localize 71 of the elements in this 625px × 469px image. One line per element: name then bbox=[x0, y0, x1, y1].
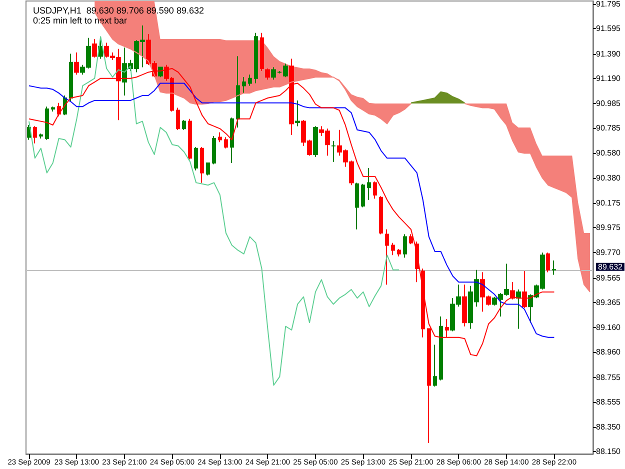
candlestick bbox=[510, 282, 515, 300]
candlestick bbox=[206, 162, 210, 176]
y-tick-label: 89.365 bbox=[596, 298, 622, 307]
candlestick bbox=[421, 268, 425, 338]
candlestick bbox=[242, 76, 246, 94]
candlestick bbox=[403, 234, 407, 258]
candlestick bbox=[92, 38, 97, 58]
y-tick-label: 88.755 bbox=[596, 372, 622, 382]
candlestick bbox=[516, 288, 521, 330]
y-tick-label: 89.975 bbox=[596, 223, 622, 232]
text: USDJPY,H1 89.630 89.706 89.590 89.632 bbox=[33, 6, 204, 16]
candlestick bbox=[522, 270, 527, 308]
y-tick-label: 90.380 bbox=[596, 173, 622, 182]
candlestick bbox=[313, 126, 318, 158]
candlestick bbox=[391, 242, 395, 256]
y-tick-label: 88.150 bbox=[596, 447, 622, 456]
candlestick bbox=[27, 124, 31, 140]
candlestick bbox=[236, 56, 240, 128]
candlestick bbox=[379, 196, 383, 235]
candlestick bbox=[433, 344, 437, 387]
y-tick-label: 90.175 bbox=[596, 198, 622, 208]
candlestick bbox=[355, 182, 359, 230]
y-tick-label: 88.350 bbox=[596, 422, 622, 432]
candlestick bbox=[200, 146, 204, 184]
candlestick bbox=[182, 120, 186, 130]
candlestick bbox=[373, 180, 377, 200]
candlestick bbox=[265, 68, 270, 80]
y-tick-label: 90.785 bbox=[596, 124, 622, 133]
ref-line-label: 89.632 bbox=[598, 262, 624, 272]
candlestick bbox=[45, 106, 49, 140]
y-tick-label: 89.565 bbox=[596, 273, 622, 282]
y-tick-label: 88.960 bbox=[596, 348, 622, 357]
y-tick-label: 89.160 bbox=[596, 323, 622, 332]
candlestick bbox=[385, 228, 389, 286]
candlestick bbox=[409, 234, 413, 245]
candlestick bbox=[295, 100, 300, 127]
candlestick bbox=[218, 132, 222, 143]
candlestick bbox=[176, 107, 180, 130]
candlestick bbox=[397, 248, 401, 257]
candlestick bbox=[194, 146, 198, 171]
candlestick bbox=[33, 126, 37, 144]
candlestick bbox=[254, 32, 258, 84]
candlestick bbox=[39, 133, 43, 139]
candlestick bbox=[69, 53, 73, 102]
candlestick bbox=[260, 32, 264, 72]
y-tick-label: 91.795 bbox=[596, 0, 622, 9]
candlestick bbox=[51, 106, 55, 112]
y-tick-label: 90.580 bbox=[596, 148, 622, 158]
candlestick bbox=[57, 102, 61, 117]
text: 0:25 min left to next bar bbox=[33, 16, 128, 26]
candlestick bbox=[445, 318, 449, 338]
candlestick bbox=[74, 52, 79, 76]
candlestick bbox=[439, 316, 443, 381]
y-tick-label: 89.770 bbox=[596, 248, 622, 258]
candlestick bbox=[230, 117, 234, 164]
line-series bbox=[28, 36, 400, 386]
candlestick bbox=[546, 252, 550, 273]
candlestick bbox=[361, 183, 365, 208]
y-tick-label: 90.985 bbox=[596, 99, 622, 108]
candlestick bbox=[331, 140, 336, 162]
y-tick-label: 91.190 bbox=[596, 74, 622, 83]
y-tick-label: 88.555 bbox=[596, 397, 622, 406]
candlestick bbox=[248, 74, 252, 86]
candlestick bbox=[212, 136, 216, 165]
y-tick-label: 91.595 bbox=[596, 24, 622, 34]
candlestick bbox=[188, 118, 192, 160]
y-tick-label: 91.390 bbox=[596, 49, 622, 58]
candlestick bbox=[552, 260, 556, 276]
candlestick bbox=[367, 167, 371, 200]
candlestick bbox=[462, 284, 467, 327]
candlestick bbox=[224, 136, 228, 149]
